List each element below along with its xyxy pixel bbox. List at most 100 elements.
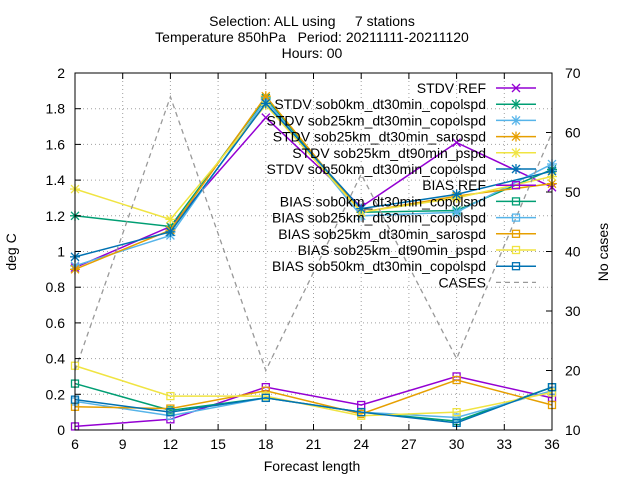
legend-item: STDV REF xyxy=(417,80,536,96)
y2-tick-label: 20 xyxy=(565,363,581,379)
legend-item: STDV sob50km_dt30min_copolspd xyxy=(267,161,536,177)
marker-stroke xyxy=(511,83,521,93)
series-line xyxy=(74,102,553,258)
series-line xyxy=(74,365,553,417)
y-tick-label: 2 xyxy=(57,65,65,81)
data-point-marker xyxy=(511,197,521,206)
legend-item: BIAS sob25km_dt90min_pspd xyxy=(298,242,536,258)
legend-item: CASES xyxy=(439,274,536,290)
y2-axis-label: No cases xyxy=(595,223,611,281)
data-point-marker xyxy=(356,203,367,214)
y-tick-label: 0.8 xyxy=(46,279,66,295)
data-point-marker xyxy=(511,131,521,142)
title-line: Temperature 850hPa Period: 20211111-2021… xyxy=(155,29,469,45)
x-tick-label: 9 xyxy=(119,436,127,452)
legend-label: STDV sob0km_dt30min_copolspd xyxy=(274,96,486,112)
y-tick-label: 0 xyxy=(57,422,65,438)
data-point-marker xyxy=(452,138,462,148)
x-tick-label: 27 xyxy=(401,436,417,452)
legend-item: STDV sob25km_dt90min_pspd xyxy=(292,145,536,161)
data-point-marker xyxy=(511,115,521,126)
x-tick-label: 18 xyxy=(258,436,274,452)
y-tick-label: 0.4 xyxy=(46,351,66,367)
title-line: Hours: 00 xyxy=(282,45,343,61)
legend-item: BIAS sob25km_dt30min_sarospd xyxy=(278,226,536,242)
y2-tick-label: 10 xyxy=(565,422,581,438)
legend-label: STDV sob50km_dt30min_copolspd xyxy=(267,161,486,177)
data-point-marker xyxy=(511,245,521,255)
marker-square xyxy=(511,262,521,271)
series-cases xyxy=(74,94,553,373)
data-point-marker xyxy=(511,262,521,271)
x-tick-label: 15 xyxy=(210,436,226,452)
legend-label: BIAS sob25km_dt30min_sarospd xyxy=(278,226,486,242)
marker-stroke xyxy=(452,138,462,148)
data-point-marker xyxy=(511,181,521,190)
data-point-marker xyxy=(452,407,461,417)
data-point-marker xyxy=(260,98,271,109)
legend-item: STDV sob0km_dt30min_copolspd xyxy=(274,96,536,112)
data-point-marker xyxy=(511,164,521,174)
data-point-marker xyxy=(261,113,271,123)
y-tick-label: 1 xyxy=(57,244,65,260)
y-axis-label: deg C xyxy=(3,233,19,270)
marker-square xyxy=(511,181,521,190)
legend-label: BIAS sob25km_dt30min_copolspd xyxy=(272,210,486,226)
series-line xyxy=(74,116,553,269)
data-point-marker xyxy=(511,99,521,110)
data-point-marker xyxy=(165,214,176,225)
x-tick-label: 6 xyxy=(71,436,79,452)
legend-label: STDV sob25km_dt30min_sarospd xyxy=(273,129,486,145)
x-tick-label: 30 xyxy=(449,436,465,452)
marker-square xyxy=(166,391,175,401)
data-point-marker xyxy=(452,375,461,385)
data-point-marker xyxy=(511,83,521,93)
data-point-marker xyxy=(261,393,270,403)
plot-series xyxy=(70,91,557,431)
data-point-marker xyxy=(451,189,462,200)
legend-item: BIAS sob50km_dt30min_copolspd xyxy=(272,258,536,274)
series-line xyxy=(74,94,553,373)
y2-tick-label: 60 xyxy=(565,125,581,141)
marker-square xyxy=(452,407,461,417)
data-point-marker xyxy=(166,407,175,417)
legend-label: BIAS sob50km_dt30min_copolspd xyxy=(272,258,486,274)
marker-square xyxy=(452,413,461,422)
chart-title: Selection: ALL using 7 stationsTemperatu… xyxy=(155,13,469,61)
data-point-marker xyxy=(166,391,175,401)
marker-square xyxy=(511,229,521,238)
x-tick-label: 21 xyxy=(306,436,322,452)
legend-item: STDV sob25km_dt30min_copolspd xyxy=(267,112,536,128)
y-tick-label: 0.6 xyxy=(46,315,66,331)
marker-square xyxy=(511,197,521,206)
series-line xyxy=(74,386,553,424)
y-tick-label: 1.2 xyxy=(46,208,66,224)
marker-square xyxy=(261,393,270,403)
marker-stroke xyxy=(261,113,271,123)
legend-label: BIAS sob25km_dt90min_pspd xyxy=(298,242,486,258)
y-tick-label: 1.4 xyxy=(46,172,66,188)
plot-axes: 6 9 12 15 18 21 24 27 30 33 36 0 0.2 0.4 0.6 0.8 1 1.2 1.4… xyxy=(46,65,581,452)
legend-item: BIAS sob25km_dt30min_copolspd xyxy=(272,210,536,226)
series-line xyxy=(74,103,553,221)
title-line: Selection: ALL using 7 stations xyxy=(209,13,415,29)
legend-label: STDV sob25km_dt30min_copolspd xyxy=(267,112,486,128)
legend-label: BIAS sob0km_dt30min_copolspd xyxy=(280,193,486,209)
x-tick-label: 24 xyxy=(353,436,369,452)
marker-square xyxy=(511,245,521,255)
y-tick-label: 1.6 xyxy=(46,136,66,152)
legend-item: BIAS REF xyxy=(422,177,536,193)
marker-square xyxy=(452,375,461,385)
data-point-marker xyxy=(165,226,176,237)
legend-item: STDV sob25km_dt30min_sarospd xyxy=(273,129,536,145)
legend-label: STDV REF xyxy=(417,80,486,96)
legend-label: STDV sob25km_dt90min_pspd xyxy=(292,145,486,161)
y-tick-label: 0.2 xyxy=(46,386,66,402)
y2-tick-label: 50 xyxy=(565,184,581,200)
legend-label: CASES xyxy=(439,274,486,290)
data-point-marker xyxy=(451,207,462,218)
x-tick-label: 33 xyxy=(497,436,513,452)
data-point-marker xyxy=(511,229,521,238)
